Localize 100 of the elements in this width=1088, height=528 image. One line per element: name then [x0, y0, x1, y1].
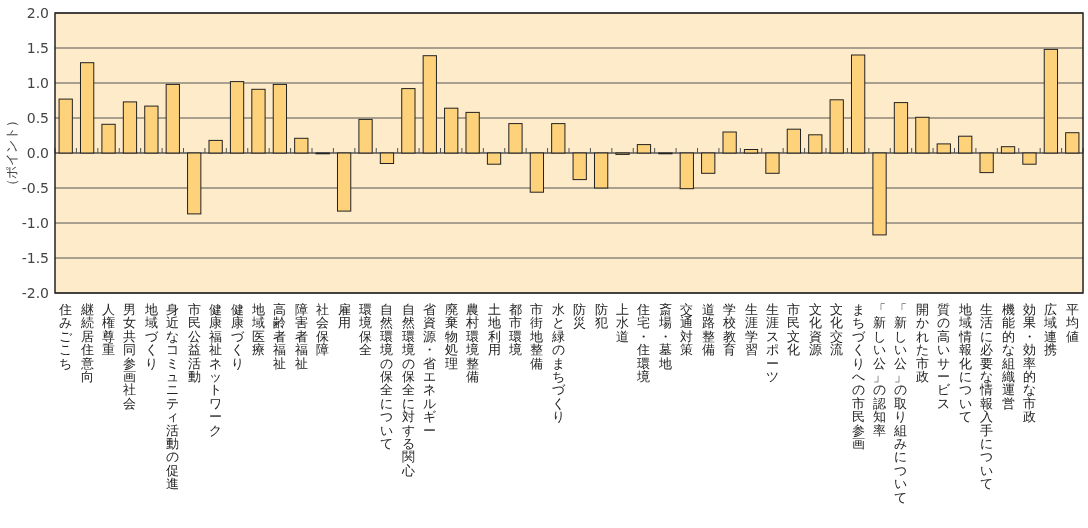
bar — [101, 123, 116, 154]
x-tick-label: 市民文化 — [787, 302, 801, 358]
bar — [165, 83, 180, 154]
x-tick-label: 平均値 — [1064, 302, 1079, 344]
x-tick-label: 雇用 — [337, 302, 351, 331]
bar — [636, 144, 652, 154]
x-tick-label: 地域医療 — [250, 302, 265, 358]
category-label: 効果・効率的な市政 — [1022, 302, 1036, 425]
category-label: 自然環境の保全について — [380, 302, 394, 451]
x-tick-label: 上水道 — [616, 302, 630, 344]
y-tick-label: -1.5 — [21, 250, 49, 266]
bar — [422, 55, 437, 154]
bar — [122, 101, 138, 154]
y-tick-label: -2.0 — [21, 285, 49, 301]
bar — [358, 118, 373, 154]
x-tick-label: 斎場・墓地 — [657, 302, 672, 371]
bar — [701, 152, 716, 174]
bar — [208, 139, 223, 154]
category-label: 健康福祉ネットワーク — [209, 302, 223, 438]
x-tick-label: 市街地整備 — [529, 302, 544, 371]
x-tick-label: 学校教育 — [722, 302, 737, 358]
y-tick-label: 0.5 — [26, 110, 49, 126]
bar — [79, 62, 95, 154]
bar — [850, 54, 866, 154]
category-label: 「新しい公」の認知率 — [873, 302, 887, 438]
x-tick-label: 地域づくり — [143, 302, 159, 371]
bar — [765, 152, 780, 174]
x-tick-label: 開かれた市政 — [915, 302, 929, 384]
bar — [1022, 152, 1037, 165]
x-tick-label: 廃棄物処理 — [444, 302, 458, 371]
bar — [379, 152, 395, 164]
y-tick-label: 1.5 — [26, 40, 49, 56]
y-tick-label: 2.0 — [26, 5, 49, 21]
y-tick-label: 0.0 — [26, 145, 49, 161]
bar — [229, 81, 245, 154]
bar — [979, 152, 994, 174]
category-label: 省資源・省エネルギー — [423, 302, 437, 438]
x-tick-label: 住宅・住環境 — [636, 302, 651, 384]
bar — [144, 105, 159, 154]
x-tick-label: 機能的な組織運営 — [1000, 302, 1015, 411]
bar — [187, 152, 202, 215]
bar — [893, 102, 909, 154]
bar — [786, 128, 802, 154]
category-label: 生活に必要な情報入手について — [980, 302, 994, 492]
x-tick-label: 交通対策 — [680, 302, 694, 358]
y-axis-title: （ポイント） — [4, 114, 19, 192]
category-label: まちづくりへの市民参画 — [851, 302, 865, 451]
bar — [508, 123, 523, 154]
bar — [336, 152, 352, 212]
bar — [529, 152, 545, 193]
category-label: 「新しい公」の取り組みについて — [894, 302, 908, 505]
x-tick-label: 人権尊重 — [102, 302, 116, 358]
y-tick-label: -0.5 — [21, 180, 49, 196]
x-tick-label: 社会保障 — [316, 302, 330, 358]
x-tick-label: 道路整備 — [701, 302, 715, 358]
bar — [272, 83, 288, 154]
x-tick-label: 男女共同参画社会 — [123, 302, 137, 411]
bar — [1043, 48, 1059, 154]
x-tick-label: 市民公益活動 — [187, 302, 201, 384]
x-tick-label: 健康づくり — [230, 302, 245, 371]
bar — [1000, 146, 1016, 154]
x-tick-label: 継続居住意向 — [79, 302, 94, 384]
category-label: 身近なコミュニティ活動の促進 — [166, 302, 180, 492]
bar — [829, 99, 844, 154]
bar — [872, 152, 887, 236]
bar — [444, 107, 459, 154]
x-tick-label: 防災 — [573, 302, 587, 331]
y-tick-label: 1.0 — [26, 75, 49, 91]
bar — [251, 88, 266, 154]
x-tick-label: 生涯スポーツ — [765, 302, 779, 384]
category-label: 自然環境の保全に対する関心 — [401, 302, 415, 478]
x-tick-label: 都市環境 — [507, 302, 522, 358]
x-tick-label: 障害者福祉 — [294, 302, 308, 371]
x-tick-label: 防犯 — [594, 302, 608, 331]
bar — [486, 152, 502, 165]
bar — [593, 152, 609, 189]
bar — [722, 131, 737, 154]
bar — [958, 135, 973, 154]
bar — [743, 149, 759, 154]
x-tick-label: 土地利用 — [486, 302, 501, 358]
bar — [58, 98, 73, 154]
x-tick-label: 農村環境整備 — [465, 302, 480, 384]
bar — [915, 116, 930, 154]
bar — [294, 137, 309, 154]
x-tick-label: 高齢者福祉 — [273, 302, 287, 371]
bar — [679, 152, 694, 190]
bar — [551, 123, 566, 154]
bar — [808, 134, 823, 154]
x-tick-label: 質の高いサービス — [937, 302, 952, 411]
x-tick-label: 文化資源 — [808, 302, 822, 358]
category-label: 地域情報化について — [958, 302, 972, 425]
x-tick-label: 生涯学習 — [744, 302, 758, 358]
bar — [465, 111, 480, 154]
bar — [1065, 132, 1080, 154]
bar — [936, 143, 951, 154]
y-tick-label: -1.0 — [21, 215, 49, 231]
x-tick-label: 文化交流 — [830, 302, 844, 358]
category-label: 水と緑のまちづくり — [551, 302, 565, 425]
bar — [401, 88, 416, 154]
x-tick-label: 広域連携 — [1043, 302, 1058, 358]
